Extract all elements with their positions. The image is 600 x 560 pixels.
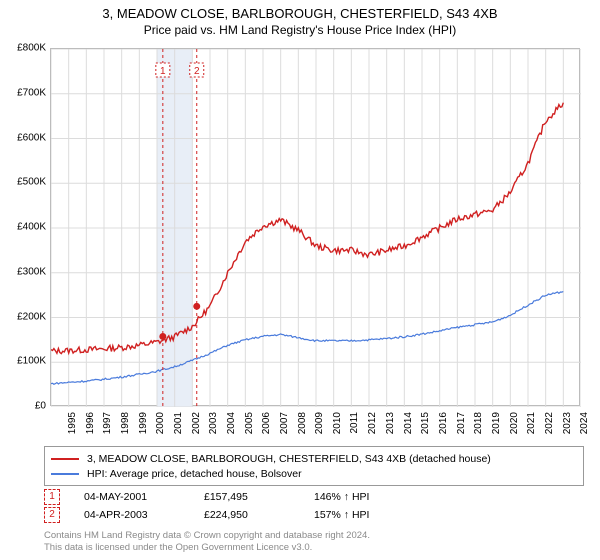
x-axis-label: 2010 [332, 412, 343, 434]
sales-table: 1 04-MAY-2001 £157,495 146% ↑ HPI 2 04-A… [44, 488, 584, 524]
svg-text:1: 1 [160, 66, 166, 77]
x-axis-label: 2003 [208, 412, 219, 434]
legend-swatch [51, 458, 79, 460]
x-axis-label: 2007 [279, 412, 290, 434]
y-axis-label: £0 [6, 401, 46, 412]
sale-delta: 146% ↑ HPI [314, 491, 369, 503]
x-axis-label: 2012 [367, 412, 378, 434]
sale-price: £157,495 [204, 491, 314, 503]
x-axis-label: 1999 [137, 412, 148, 434]
x-axis-label: 2001 [173, 412, 184, 434]
svg-text:2: 2 [194, 66, 200, 77]
x-axis-label: 2018 [473, 412, 484, 434]
sale-marker-box: 2 [44, 507, 60, 523]
sale-date: 04-APR-2003 [84, 509, 204, 521]
x-axis-label: 2004 [226, 412, 237, 434]
sale-row: 1 04-MAY-2001 £157,495 146% ↑ HPI [44, 488, 584, 506]
x-axis-label: 2011 [349, 412, 360, 434]
y-axis-label: £500K [6, 177, 46, 188]
x-axis-label: 2013 [385, 412, 396, 434]
page-title-sub: Price paid vs. HM Land Registry's House … [0, 23, 600, 37]
x-axis-label: 2014 [402, 412, 413, 434]
legend-item: 3, MEADOW CLOSE, BARLBOROUGH, CHESTERFIE… [51, 451, 577, 466]
legend-label: HPI: Average price, detached house, Bols… [87, 468, 302, 480]
sale-marker-box: 1 [44, 489, 60, 505]
sale-delta: 157% ↑ HPI [314, 509, 369, 521]
x-axis-label: 2019 [491, 412, 502, 434]
chart-svg: 12 [51, 49, 581, 407]
x-axis-label: 1996 [84, 412, 95, 434]
y-axis-label: £200K [6, 311, 46, 322]
sale-date: 04-MAY-2001 [84, 491, 204, 503]
x-axis-label: 1995 [67, 412, 78, 434]
x-axis-label: 2009 [314, 412, 325, 434]
x-axis-label: 1998 [120, 412, 131, 434]
legend-item: HPI: Average price, detached house, Bols… [51, 466, 577, 481]
y-axis-label: £600K [6, 132, 46, 143]
legend-swatch [51, 473, 79, 475]
x-axis-label: 2005 [243, 412, 254, 434]
y-axis-label: £700K [6, 87, 46, 98]
footer-copyright: Contains HM Land Registry data © Crown c… [44, 530, 584, 542]
y-axis-label: £800K [6, 43, 46, 54]
x-axis-label: 2000 [155, 412, 166, 434]
page-title-address: 3, MEADOW CLOSE, BARLBOROUGH, CHESTERFIE… [0, 6, 600, 21]
x-axis-label: 2016 [438, 412, 449, 434]
x-axis-label: 1997 [102, 412, 113, 434]
y-axis-label: £300K [6, 266, 46, 277]
x-axis-label: 2015 [420, 412, 431, 434]
legend-label: 3, MEADOW CLOSE, BARLBOROUGH, CHESTERFIE… [87, 453, 491, 465]
x-axis-label: 2022 [544, 412, 555, 434]
y-axis-label: £100K [6, 356, 46, 367]
footer: Contains HM Land Registry data © Crown c… [44, 530, 584, 554]
x-axis-label: 2023 [561, 412, 572, 434]
y-axis-label: £400K [6, 222, 46, 233]
chart: 12 [50, 48, 580, 406]
x-axis-label: 2002 [190, 412, 201, 434]
x-axis-label: 2006 [261, 412, 272, 434]
sale-price: £224,950 [204, 509, 314, 521]
x-axis-label: 2017 [455, 412, 466, 434]
footer-licence: This data is licensed under the Open Gov… [44, 542, 584, 554]
x-axis-label: 2021 [526, 412, 537, 434]
x-axis-label: 2008 [296, 412, 307, 434]
x-axis-label: 2024 [579, 412, 590, 434]
sale-row: 2 04-APR-2003 £224,950 157% ↑ HPI [44, 506, 584, 524]
chart-plot: 12 [50, 48, 580, 406]
legend: 3, MEADOW CLOSE, BARLBOROUGH, CHESTERFIE… [44, 446, 584, 486]
x-axis-label: 2020 [508, 412, 519, 434]
